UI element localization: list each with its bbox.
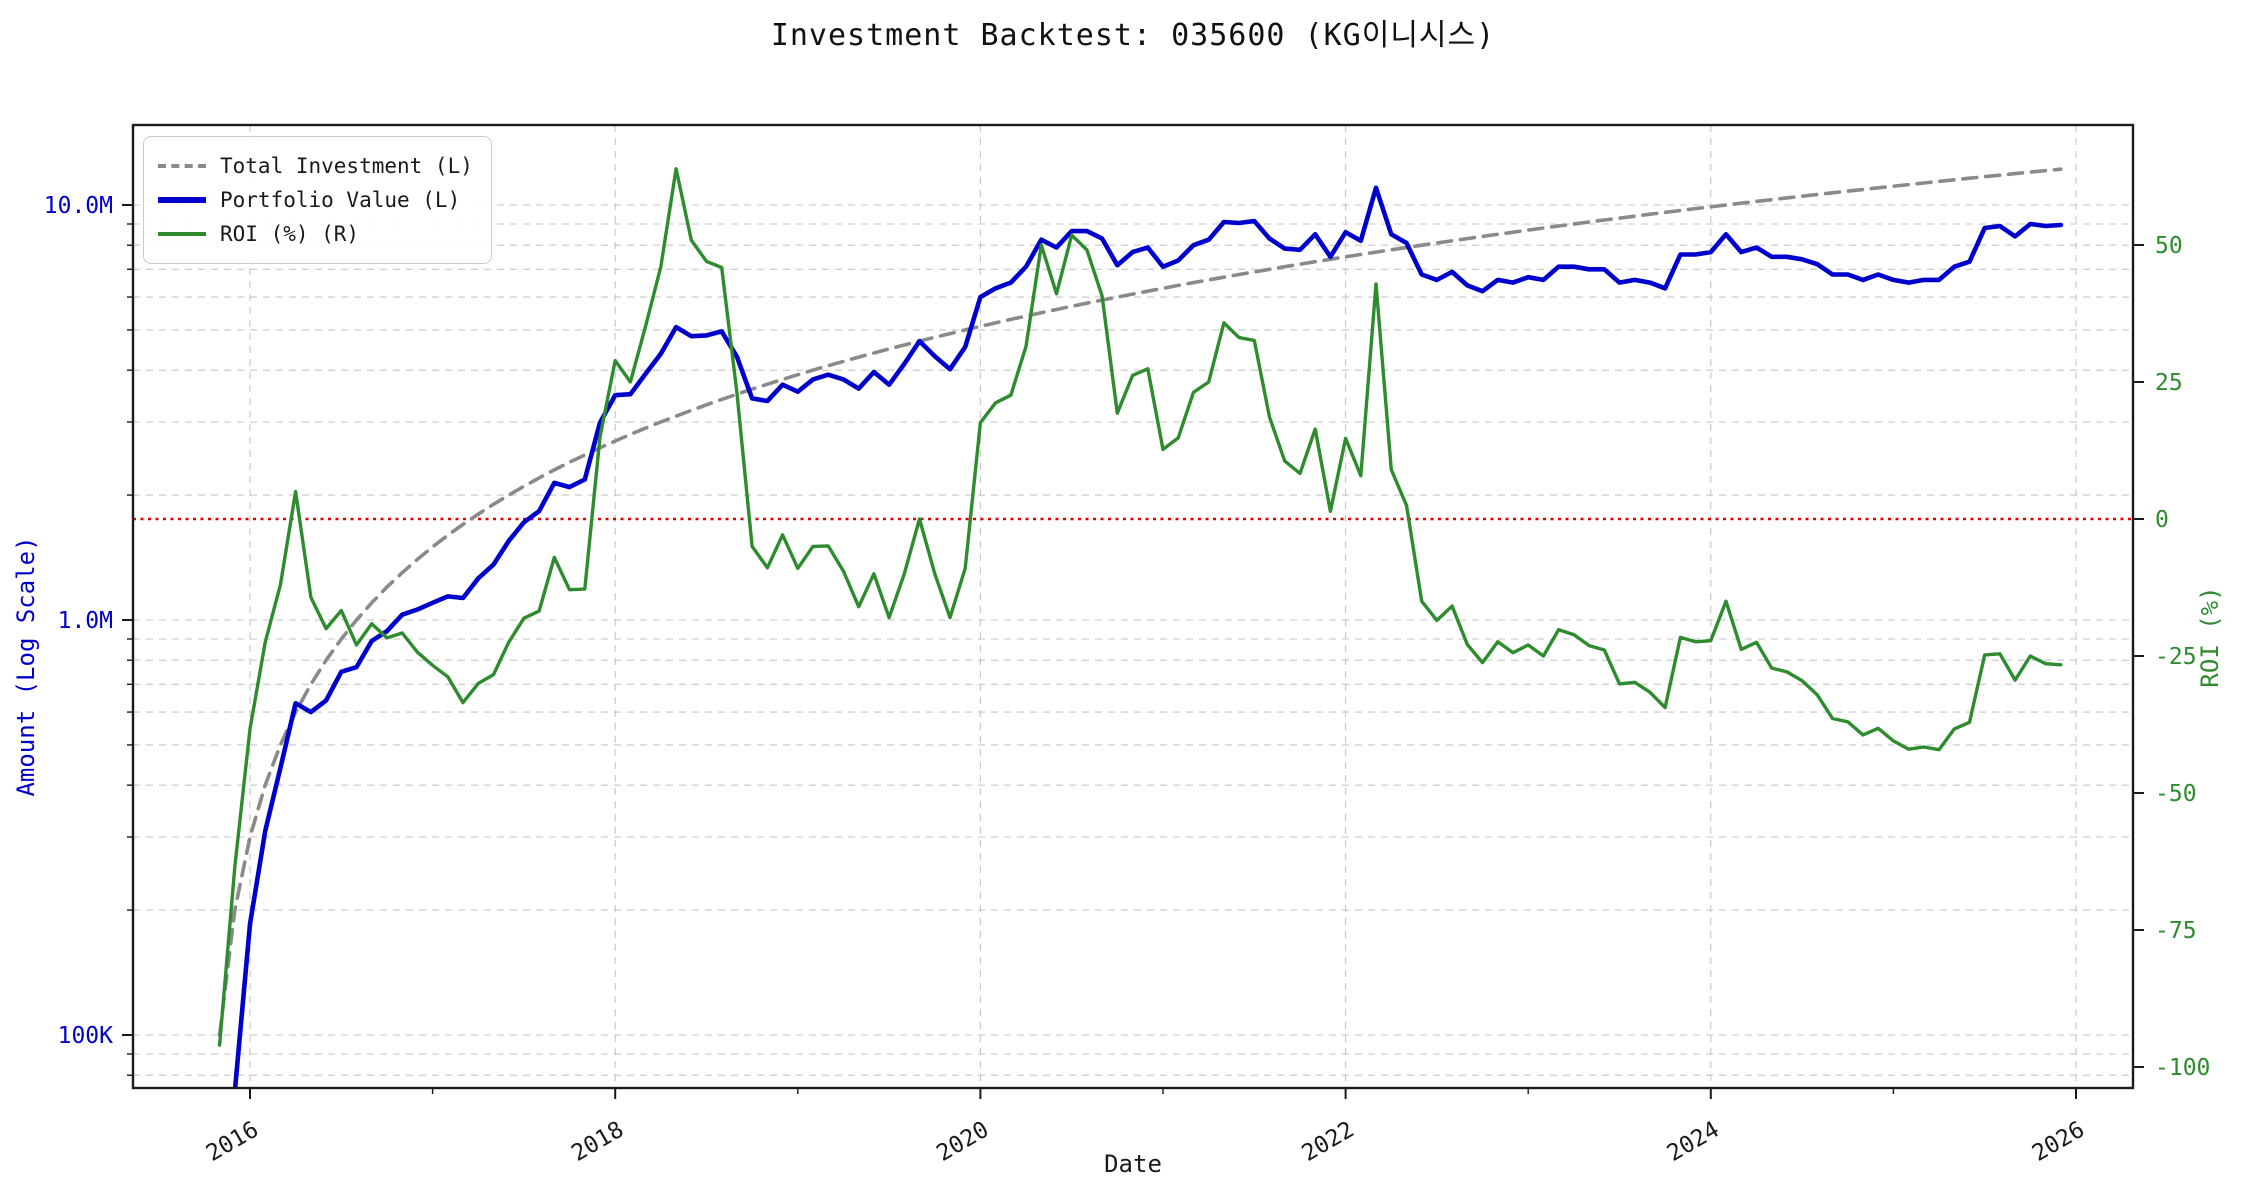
legend-label: ROI (%) (R) bbox=[220, 222, 360, 246]
x-tick-label: 2022 bbox=[1298, 1117, 1359, 1167]
y-right-tick-label: -25 bbox=[2155, 644, 2197, 670]
y-right-tick-label: -75 bbox=[2155, 918, 2197, 944]
y-left-tick-label: 100K bbox=[58, 1023, 114, 1049]
legend-item-roi: ROI (%) (R) bbox=[158, 217, 473, 251]
roi-line-swatch-icon bbox=[158, 232, 206, 236]
y-right-tick-label: 25 bbox=[2155, 370, 2183, 396]
portfolio-value-line-swatch-icon bbox=[158, 197, 206, 203]
y-right-tick-label: 50 bbox=[2155, 233, 2183, 259]
y-right-tick-label: -100 bbox=[2155, 1055, 2210, 1081]
axes-spines bbox=[131, 123, 2135, 1090]
legend-item-total-investment: Total Investment (L) bbox=[158, 149, 473, 183]
y-left-tick-label: 10.0M bbox=[44, 193, 113, 219]
portfolio-value-line bbox=[232, 185, 2064, 1088]
legend-label: Portfolio Value (L) bbox=[220, 188, 461, 212]
gridlines bbox=[133, 125, 2133, 1088]
legend-item-portfolio-value: Portfolio Value (L) bbox=[158, 183, 473, 217]
x-tick-label: 2016 bbox=[202, 1117, 263, 1167]
y-right-tick-label: -50 bbox=[2155, 781, 2197, 807]
x-tick-label: 2024 bbox=[1663, 1117, 1724, 1167]
total-investment-line-swatch-icon bbox=[158, 164, 206, 168]
y-right-tick-label: 0 bbox=[2155, 507, 2169, 533]
plot-background bbox=[133, 125, 2133, 1088]
x-tick-label: 2018 bbox=[567, 1117, 628, 1167]
chart-title: Investment Backtest: 035600 (KG이니시스) bbox=[770, 18, 1496, 53]
y-left-axis-label: Amount (Log Scale) bbox=[12, 536, 40, 796]
tick-marks bbox=[122, 204, 2144, 1099]
y-right-axis-label: ROI (%) bbox=[2196, 586, 2224, 687]
roi-line bbox=[217, 167, 2063, 1047]
y-left-tick-label: 1.0M bbox=[58, 608, 113, 634]
x-tick-label: 2020 bbox=[932, 1117, 993, 1167]
x-tick-label: 2026 bbox=[2028, 1117, 2089, 1167]
legend[interactable]: Total Investment (L) Portfolio Value (L)… bbox=[143, 136, 492, 264]
x-axis-label: Date bbox=[1104, 1150, 1162, 1178]
legend-label: Total Investment (L) bbox=[220, 154, 473, 178]
